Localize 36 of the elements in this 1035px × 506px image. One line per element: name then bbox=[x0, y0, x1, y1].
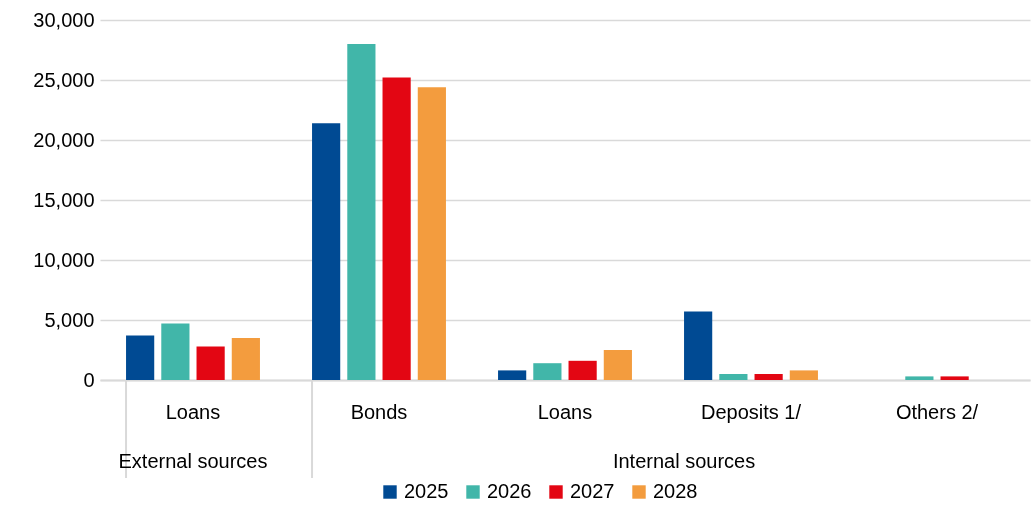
bar bbox=[417, 87, 446, 380]
y-tick-label: 0 bbox=[83, 368, 95, 391]
y-tick-label: 10,000 bbox=[33, 248, 95, 271]
y-tick-label: 5,000 bbox=[44, 308, 95, 331]
bar bbox=[754, 374, 783, 380]
y-tick-label: 15,000 bbox=[33, 188, 95, 211]
text: Internal sources bbox=[612, 450, 756, 472]
bar bbox=[161, 323, 190, 380]
text: External sources bbox=[118, 450, 268, 472]
bar bbox=[568, 360, 597, 380]
legend-label: 2026 bbox=[487, 480, 532, 502]
y-tick-label: 25,000 bbox=[33, 68, 95, 91]
bar bbox=[347, 44, 376, 380]
bar bbox=[312, 123, 341, 380]
bar bbox=[684, 311, 713, 380]
bar bbox=[231, 338, 260, 380]
legend-label: 2025 bbox=[404, 480, 449, 502]
bar bbox=[905, 376, 934, 380]
bar bbox=[498, 370, 527, 380]
bar bbox=[719, 374, 748, 380]
bar bbox=[940, 376, 969, 380]
bar bbox=[196, 346, 225, 380]
bar bbox=[533, 363, 562, 380]
legend-label: 2028 bbox=[653, 480, 698, 502]
x-tick-label: Loans bbox=[165, 400, 221, 423]
bar bbox=[126, 335, 155, 380]
y-tick-label: 20,000 bbox=[33, 128, 95, 151]
y-tick-label: 30,000 bbox=[33, 8, 95, 31]
x-tick-label: Bonds bbox=[350, 400, 408, 423]
bar bbox=[789, 370, 818, 380]
x-tick-label: Deposits 1/ bbox=[700, 400, 802, 423]
x-tick-label: Others 2/ bbox=[895, 400, 979, 423]
x-tick-label: Loans bbox=[537, 400, 593, 423]
bar bbox=[382, 77, 411, 380]
legend-label: 2027 bbox=[570, 480, 615, 502]
bar bbox=[603, 350, 632, 380]
